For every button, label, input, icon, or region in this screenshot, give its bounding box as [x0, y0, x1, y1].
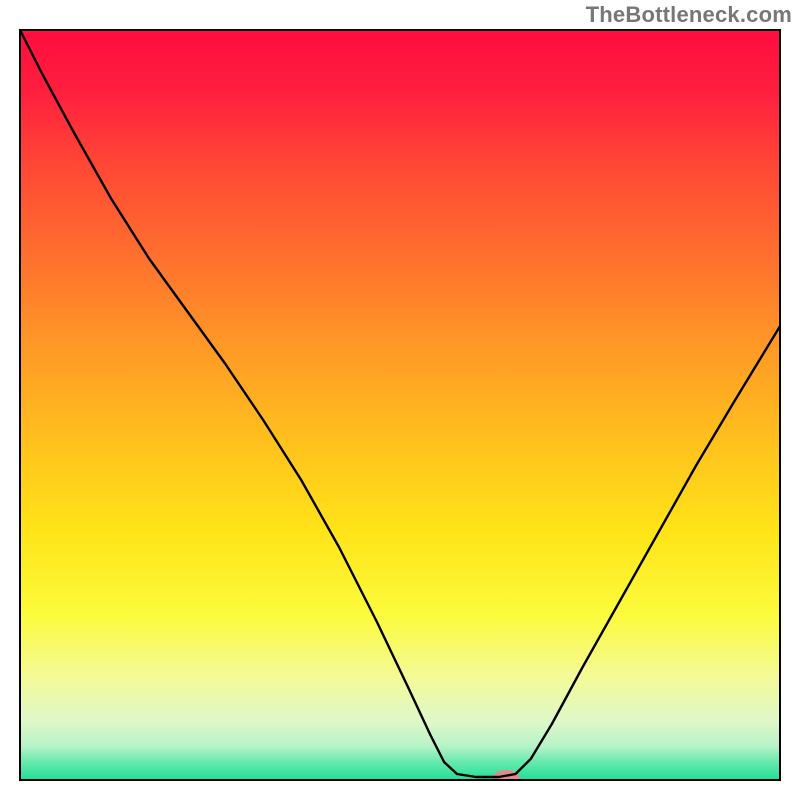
watermark-label: TheBottleneck.com	[586, 2, 792, 28]
chart-stage: TheBottleneck.com	[0, 0, 800, 800]
gradient-background	[20, 30, 780, 780]
bottleneck-chart	[0, 0, 800, 800]
